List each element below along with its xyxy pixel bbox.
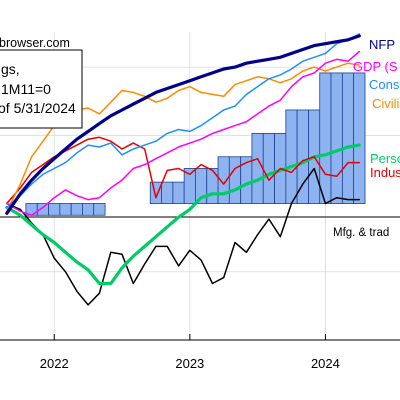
note-line-2: 1M11=0: [1, 81, 51, 97]
line-cons: [6, 33, 361, 209]
bar-18: [228, 156, 242, 204]
line-gdp-s: [6, 50, 361, 216]
bar-2: [48, 203, 61, 216]
bar-5: [82, 203, 95, 216]
bar-21: [262, 132, 275, 204]
note-line-3: of 5/31/2024: [0, 100, 76, 116]
bar-28: [341, 72, 355, 204]
bar-12: [161, 181, 174, 204]
bar-3: [59, 203, 72, 216]
bar-27: [330, 72, 343, 204]
label-civili: Civili: [372, 96, 400, 111]
label-perso: Perso: [370, 151, 400, 166]
bar-26: [319, 72, 332, 204]
bar-19: [240, 156, 253, 204]
bar-16: [206, 168, 219, 204]
bar-6: [93, 203, 106, 216]
line-nfp: [5, 34, 361, 215]
label-nfp: NFP: [369, 37, 395, 52]
series-labels: NFP GDP (S Cons Civili IndusPerso Mfg. & trad: [333, 37, 400, 239]
line-mfg-trad: [6, 167, 361, 306]
label-indus: Indus: [370, 165, 400, 180]
x-axis-ticks: 2022 2023 2024: [40, 334, 340, 371]
bar-23: [285, 109, 298, 204]
label-mfg-trad: Mfg. & trad: [333, 227, 389, 239]
bar-20: [251, 132, 264, 204]
bar-13: [172, 181, 185, 204]
bar-4: [70, 203, 83, 216]
line-series: [5, 33, 361, 306]
label-gdp-s: GDP (S: [353, 59, 398, 74]
bar-11: [149, 181, 163, 204]
bar-29: [353, 72, 366, 204]
note-box: [0, 49, 83, 129]
xtick-label-2024: 2024: [311, 356, 340, 371]
line-indus: [6, 136, 361, 205]
attribution-text: browser.com: [0, 36, 70, 50]
xtick-label-2023: 2023: [175, 356, 204, 371]
note-line-1: gs,: [1, 61, 20, 77]
xtick-label-2022: 2022: [40, 356, 69, 371]
label-cons: Cons: [369, 77, 400, 92]
